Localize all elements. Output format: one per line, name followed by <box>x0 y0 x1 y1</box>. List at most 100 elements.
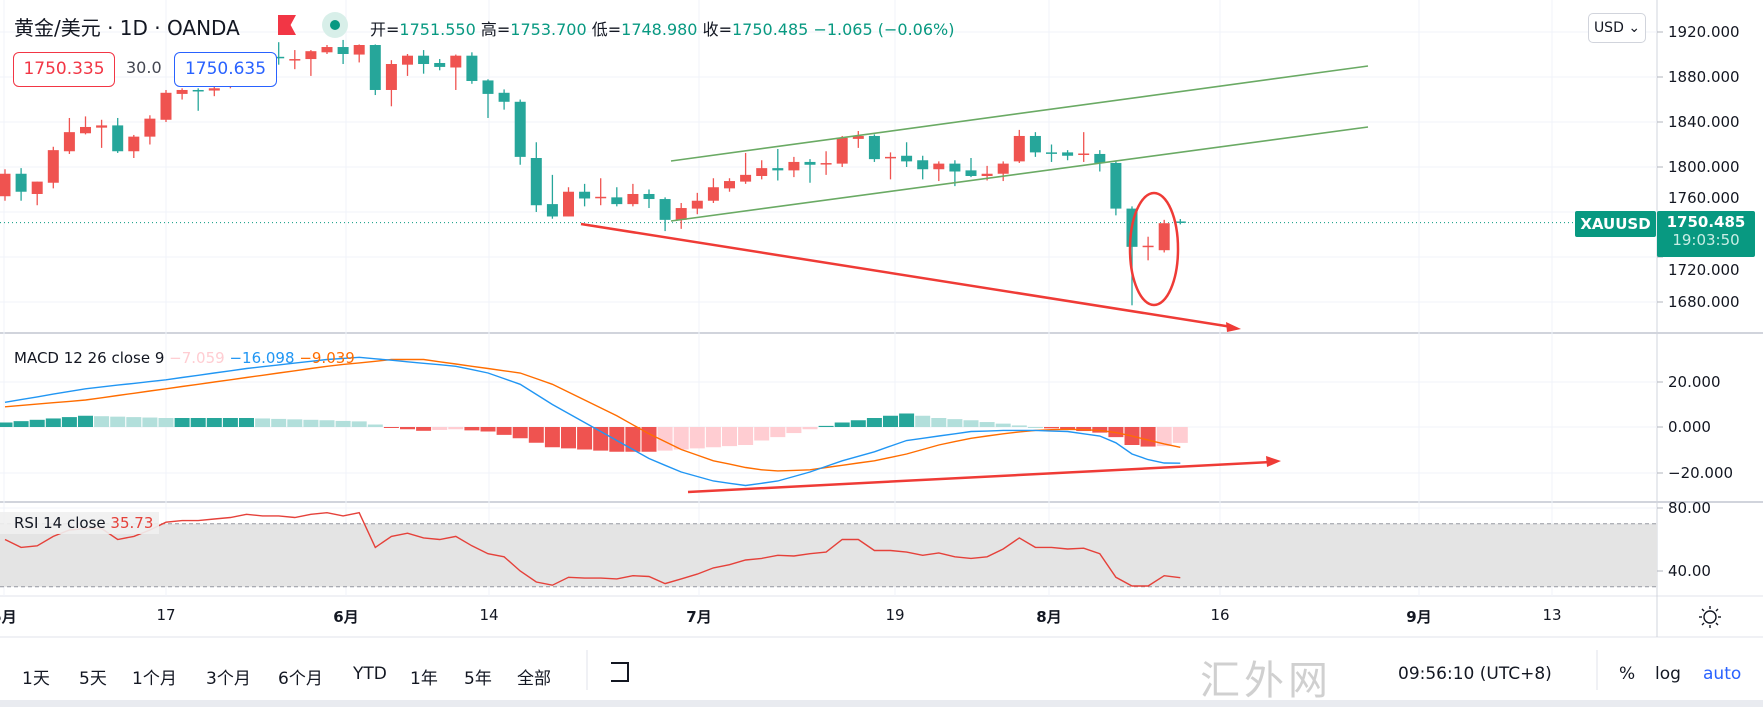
time-axis-label: 13 <box>1542 606 1562 624</box>
candle-body <box>1174 221 1186 223</box>
settings-sun-icon[interactable] <box>1699 606 1721 628</box>
macd-axis-label: −20.000 <box>1668 464 1734 482</box>
macd-histogram-bar <box>174 418 190 427</box>
macd-histogram-bar <box>609 427 625 452</box>
time-axis-label: 16 <box>1210 606 1230 624</box>
time-axis-label: 7月 <box>686 608 712 626</box>
high-value: 1753.700 <box>510 20 587 39</box>
range-1m-button[interactable]: 1个月 <box>132 669 177 689</box>
candle-body <box>1062 152 1074 156</box>
candle-body <box>128 136 140 152</box>
range-6m-button[interactable]: 6个月 <box>278 669 323 689</box>
price-axis-label: 1720.000 <box>1668 261 1740 279</box>
macd-histogram-bar <box>432 427 448 430</box>
channel-upper-trendline[interactable] <box>670 65 1369 162</box>
candle-body <box>707 187 719 201</box>
candle-body <box>563 191 574 217</box>
rsi-axis-label: 80.00 <box>1668 499 1711 517</box>
clock-timezone[interactable]: 09:56:10 (UTC+8) <box>1398 664 1552 684</box>
percent-scale-toggle[interactable]: % <box>1619 664 1636 684</box>
buy-button[interactable]: 1750.635 <box>174 52 277 87</box>
symbol-title[interactable]: 黄金/美元 · 1D · OANDA <box>14 16 240 40</box>
flag-icon[interactable] <box>278 15 296 35</box>
range-ytd-button[interactable]: YTD <box>353 664 387 684</box>
range-3m-button[interactable]: 3个月 <box>206 669 251 689</box>
macd-histogram-bar <box>754 427 770 441</box>
candle-body <box>80 126 91 134</box>
candle-body <box>434 62 446 67</box>
close-label: 收= <box>702 20 732 39</box>
candle-body <box>611 197 623 205</box>
candle-body <box>1029 135 1041 153</box>
macd-histogram-bar <box>786 427 802 434</box>
range-1d-button[interactable]: 1天 <box>22 669 50 689</box>
candle-body <box>659 199 671 220</box>
candle-body <box>756 168 768 176</box>
candles <box>0 39 1186 306</box>
candle-body <box>595 196 607 199</box>
macd-histogram-bar <box>641 427 657 452</box>
candle-body <box>804 161 816 165</box>
range-5d-button[interactable]: 5天 <box>79 669 107 689</box>
candle-body <box>981 173 993 176</box>
macd-histogram-bar <box>464 427 480 431</box>
candle-body <box>627 193 639 205</box>
candle-body <box>514 101 526 157</box>
symbol-tag: XAUUSD <box>1575 211 1656 237</box>
log-scale-toggle[interactable]: log <box>1655 664 1681 684</box>
time-axis-label: 5月 <box>0 608 17 626</box>
rsi-axis-label: 40.00 <box>1668 562 1711 580</box>
macd-histogram-bar <box>13 421 29 427</box>
macd-histogram-bar <box>271 418 287 427</box>
candle-body <box>788 161 800 171</box>
channel-lower-trendline[interactable] <box>670 126 1369 222</box>
macd-signal-line <box>4 358 1181 472</box>
candle-body <box>498 92 510 102</box>
macd-histogram-bar <box>61 417 77 427</box>
candle-body <box>369 45 381 90</box>
macd-histogram-bar <box>738 427 754 445</box>
bar-countdown: 19:03:50 <box>1672 231 1740 249</box>
candle-body <box>305 51 317 60</box>
candle-body <box>96 125 108 128</box>
range-all-button[interactable]: 全部 <box>517 669 551 689</box>
macd-histogram-bar <box>818 425 834 427</box>
range-1y-button[interactable]: 1年 <box>410 669 438 689</box>
currency-dropdown[interactable]: USD ⌄ <box>1588 13 1646 43</box>
macd-histogram-bar <box>351 421 367 427</box>
macd-histogram-bar <box>110 416 126 427</box>
time-axis-label: 17 <box>156 606 176 624</box>
highlight-ellipse[interactable] <box>1128 191 1180 307</box>
auto-scale-toggle[interactable]: auto <box>1703 664 1742 684</box>
macd-histogram-bar <box>1044 427 1059 429</box>
candle-body <box>15 173 27 192</box>
candle-body <box>47 150 59 183</box>
macd-histogram-bar <box>480 427 496 432</box>
macd-histogram-bar <box>0 422 13 427</box>
macd-histogram-bar <box>1156 427 1172 447</box>
downtrend-arrow-line[interactable] <box>580 222 1233 329</box>
price-axis-label: 1880.000 <box>1668 68 1740 86</box>
time-axis-label: 14 <box>479 606 499 624</box>
candle-body <box>1013 135 1025 162</box>
macd-histogram-bar <box>705 427 721 448</box>
time-axis-label: 19 <box>885 606 905 624</box>
macd-histogram-bar <box>239 418 254 427</box>
sell-button[interactable]: 1750.335 <box>13 52 115 87</box>
go-to-date-calendar-icon[interactable] <box>611 662 629 682</box>
macd-histogram-bar <box>577 427 593 450</box>
macd-legend[interactable]: MACD 12 26 close 9 −7.059 −16.098 −9.039 <box>14 349 355 367</box>
last-price-box: 1750.485 19:03:50 <box>1657 211 1755 257</box>
macd-histogram-bar <box>448 427 464 430</box>
candle-body <box>530 158 542 206</box>
macd-histogram-bar <box>335 420 351 427</box>
range-5y-button[interactable]: 5年 <box>464 669 492 689</box>
macd-divergence-arrow-line[interactable] <box>687 460 1273 494</box>
low-label: 低= <box>591 20 622 39</box>
market-status-icon[interactable] <box>322 12 348 38</box>
rsi-legend[interactable]: RSI 14 close 35.73 <box>0 512 160 534</box>
candle-body <box>385 64 397 90</box>
rsi-line <box>4 511 1181 587</box>
candle-body <box>901 155 913 162</box>
